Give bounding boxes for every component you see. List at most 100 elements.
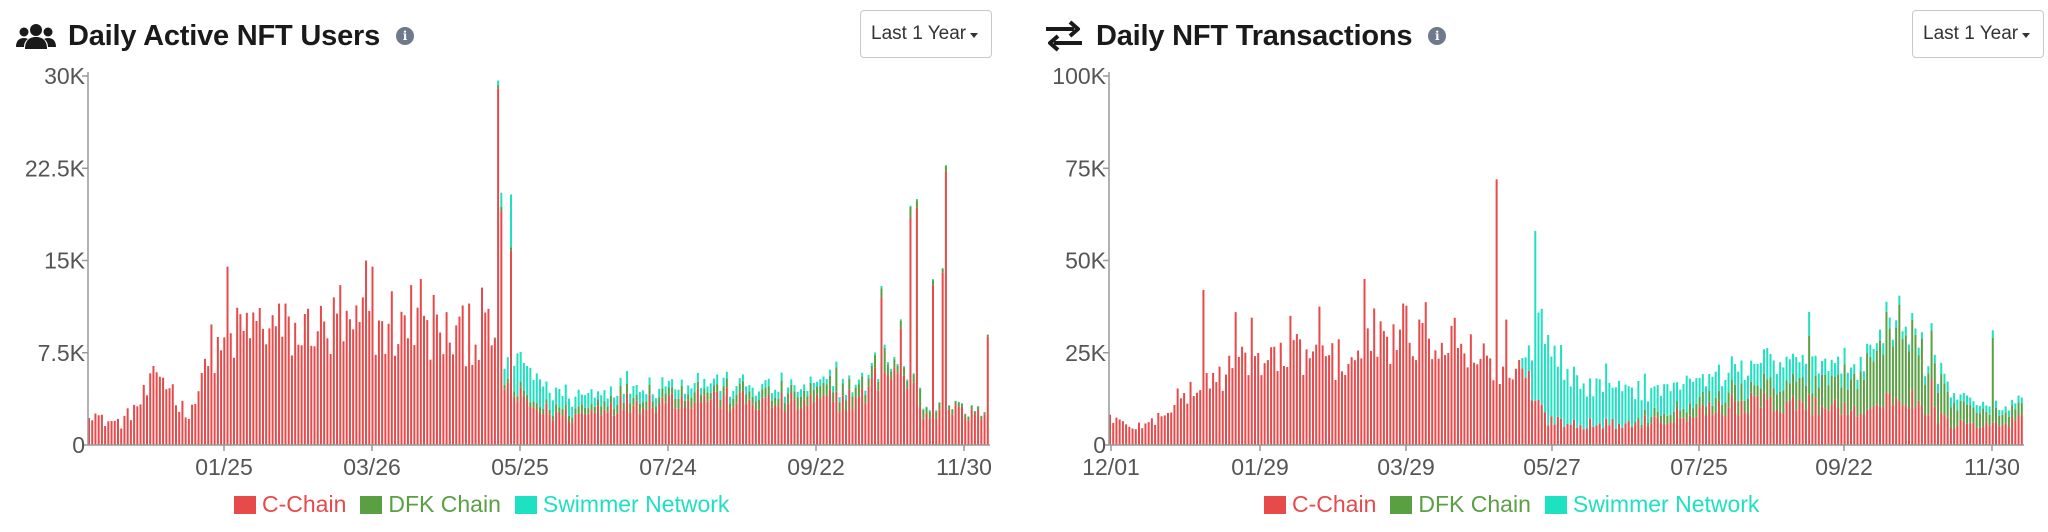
bar-swimmer-network[interactable] [1672, 382, 1675, 413]
bar-dfk-chain[interactable] [1666, 415, 1669, 424]
bar-c-chain[interactable] [503, 389, 506, 445]
bar-c-chain[interactable] [593, 412, 596, 445]
bar-c-chain[interactable] [390, 291, 393, 445]
bar-c-chain[interactable] [774, 405, 777, 445]
bar-c-chain[interactable] [1138, 422, 1140, 445]
bar-c-chain[interactable] [1144, 423, 1147, 445]
bar-swimmer-network[interactable] [1962, 392, 1965, 402]
bar-swimmer-network[interactable] [1908, 344, 1911, 352]
bar-dfk-chain[interactable] [754, 401, 757, 410]
bar-c-chain[interactable] [841, 395, 844, 445]
bar-dfk-chain[interactable] [919, 388, 922, 407]
bar-dfk-chain[interactable] [1943, 383, 1946, 415]
bar-c-chain[interactable] [261, 328, 264, 445]
bar-c-chain[interactable] [1824, 408, 1827, 445]
bar-c-chain[interactable] [1924, 414, 1927, 445]
bar-c-chain[interactable] [571, 422, 574, 445]
bar-c-chain[interactable] [1730, 394, 1733, 445]
bar-swimmer-network[interactable] [690, 388, 693, 399]
bar-dfk-chain[interactable] [1898, 305, 1901, 401]
bar-dfk-chain[interactable] [1817, 387, 1820, 415]
bar-c-chain[interactable] [961, 406, 964, 445]
bar-swimmer-network[interactable] [2004, 406, 2007, 413]
bar-c-chain[interactable] [1701, 405, 1704, 445]
bar-dfk-chain[interactable] [1924, 385, 1927, 415]
bar-c-chain[interactable] [445, 312, 448, 445]
bar-dfk-chain[interactable] [1959, 400, 1962, 420]
bar-c-chain[interactable] [1125, 424, 1128, 445]
bar-swimmer-network[interactable] [1595, 378, 1598, 426]
bar-swimmer-network[interactable] [1666, 384, 1669, 416]
bar-dfk-chain[interactable] [1705, 406, 1708, 416]
bar-c-chain[interactable] [88, 418, 90, 445]
bar-swimmer-network[interactable] [1572, 366, 1575, 420]
bar-c-chain[interactable] [249, 338, 252, 445]
bar-c-chain[interactable] [1643, 415, 1646, 445]
bar-dfk-chain[interactable] [1708, 391, 1711, 402]
bar-swimmer-network[interactable] [661, 377, 664, 389]
bar-c-chain[interactable] [1969, 422, 1972, 445]
bar-dfk-chain[interactable] [1685, 412, 1688, 422]
bar-c-chain[interactable] [1344, 375, 1347, 445]
bar-dfk-chain[interactable] [2007, 416, 2010, 428]
bar-c-chain[interactable] [210, 324, 213, 445]
bar-c-chain[interactable] [857, 396, 860, 445]
bar-c-chain[interactable] [1898, 400, 1901, 445]
bar-c-chain[interactable] [1231, 368, 1234, 445]
bar-swimmer-network[interactable] [777, 391, 780, 399]
bar-dfk-chain[interactable] [516, 396, 519, 402]
bar-c-chain[interactable] [1698, 407, 1701, 445]
bar-dfk-chain[interactable] [1701, 391, 1704, 406]
bar-c-chain[interactable] [1186, 403, 1189, 445]
bar-swimmer-network[interactable] [1727, 372, 1730, 393]
bar-dfk-chain[interactable] [1853, 373, 1856, 406]
bar-c-chain[interactable] [374, 354, 377, 445]
bar-c-chain[interactable] [1663, 423, 1666, 445]
bar-c-chain[interactable] [1424, 302, 1427, 445]
bar-dfk-chain[interactable] [561, 409, 564, 417]
bar-dfk-chain[interactable] [2014, 409, 2017, 421]
bar-c-chain[interactable] [1398, 329, 1401, 445]
bar-swimmer-network[interactable] [841, 378, 844, 384]
bar-dfk-chain[interactable] [1888, 328, 1891, 394]
bar-dfk-chain[interactable] [1920, 338, 1923, 406]
bar-c-chain[interactable] [893, 367, 896, 445]
bar-c-chain[interactable] [1521, 368, 1524, 445]
bar-dfk-chain[interactable] [1991, 337, 1994, 423]
bar-swimmer-network[interactable] [1853, 364, 1856, 374]
bar-swimmer-network[interactable] [1772, 360, 1775, 389]
bar-c-chain[interactable] [706, 401, 709, 445]
bar-swimmer-network[interactable] [1801, 354, 1804, 378]
bar-c-chain[interactable] [1953, 428, 1956, 446]
bar-swimmer-network[interactable] [706, 386, 709, 393]
bar-dfk-chain[interactable] [1972, 407, 1975, 423]
bar-swimmer-network[interactable] [1798, 362, 1801, 378]
bar-swimmer-network[interactable] [722, 377, 725, 387]
bar-c-chain[interactable] [1904, 404, 1907, 445]
bar-dfk-chain[interactable] [600, 406, 603, 416]
bar-swimmer-network[interactable] [970, 405, 973, 406]
bar-swimmer-network[interactable] [1688, 378, 1691, 404]
bar-c-chain[interactable] [1798, 399, 1801, 445]
bar-c-chain[interactable] [1128, 426, 1131, 445]
bar-swimmer-network[interactable] [738, 378, 741, 384]
bar-c-chain[interactable] [1808, 394, 1811, 445]
bar-swimmer-network[interactable] [1698, 377, 1701, 397]
bar-dfk-chain[interactable] [1772, 388, 1775, 412]
bar-swimmer-network[interactable] [880, 286, 883, 289]
bar-c-chain[interactable] [403, 315, 406, 445]
bar-c-chain[interactable] [741, 390, 744, 445]
bar-dfk-chain[interactable] [722, 386, 725, 396]
bar-swimmer-network[interactable] [951, 408, 954, 410]
bar-dfk-chain[interactable] [709, 392, 712, 400]
bar-c-chain[interactable] [252, 312, 255, 445]
bar-swimmer-network[interactable] [1624, 384, 1627, 424]
bar-swimmer-network[interactable] [638, 391, 641, 404]
bar-c-chain[interactable] [1389, 363, 1392, 445]
bar-dfk-chain[interactable] [735, 394, 738, 404]
bar-c-chain[interactable] [1998, 426, 2001, 445]
bar-c-chain[interactable] [461, 305, 464, 445]
bar-c-chain[interactable] [613, 415, 616, 445]
bar-dfk-chain[interactable] [980, 415, 983, 420]
tx-range-dropdown[interactable]: Last 1 Year [1912, 10, 2044, 58]
